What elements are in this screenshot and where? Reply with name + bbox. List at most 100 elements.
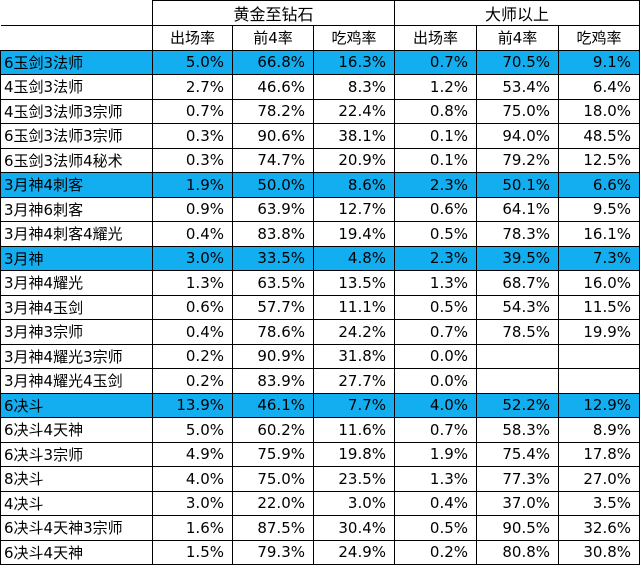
value-cell: 53.4%	[476, 74, 560, 100]
value-cell: 20.9%	[312, 147, 396, 173]
value-cell: 0.2%	[152, 368, 233, 394]
value-cell: 22.0%	[232, 490, 314, 516]
value-cell: 30.8%	[558, 539, 640, 565]
value-cell: 12.9%	[558, 392, 640, 418]
value-cell: 31.8%	[312, 343, 396, 369]
value-cell: 16.0%	[558, 270, 640, 296]
value-cell: 0.6%	[152, 294, 233, 320]
value-cell: 78.3%	[476, 221, 560, 247]
value-cell: 90.6%	[232, 123, 314, 149]
lineup-name-cell: 3月神4耀光	[0, 270, 153, 296]
value-cell: 13.9%	[152, 392, 233, 418]
value-cell: 80.8%	[476, 539, 560, 565]
value-cell: 52.2%	[476, 392, 560, 418]
value-cell: 0.1%	[394, 147, 478, 173]
value-cell: 90.9%	[232, 343, 314, 369]
table-row: 3月神 3.0% 33.5% 4.8% 2.3% 39.5% 7.3%	[0, 245, 640, 271]
value-cell: 0.4%	[394, 490, 478, 516]
header-group-gold-diamond: 黄金至钻石	[151, 0, 396, 26]
value-cell: 1.3%	[152, 270, 233, 296]
header-metric: 吃鸡率	[312, 25, 396, 51]
lineup-name-cell: 6决斗4天神	[0, 417, 153, 443]
value-cell: 11.1%	[312, 294, 396, 320]
value-cell: 9.5%	[558, 196, 640, 222]
value-cell: 0.1%	[394, 123, 478, 149]
value-cell: 4.8%	[312, 245, 396, 271]
value-cell: 75.9%	[232, 441, 314, 467]
value-cell: 90.5%	[476, 515, 560, 541]
header-corner-cell-2	[0, 25, 153, 51]
value-cell: 74.7%	[232, 147, 314, 173]
value-cell: 0.4%	[152, 221, 233, 247]
value-cell: 22.4%	[312, 98, 396, 124]
value-cell: 78.2%	[232, 98, 314, 124]
table-row: 6决斗4天神 5.0% 60.2% 11.6% 0.7% 58.3% 8.9%	[0, 417, 640, 443]
value-cell: 12.5%	[558, 147, 640, 173]
value-cell: 46.6%	[232, 74, 314, 100]
value-cell: 78.5%	[476, 319, 560, 345]
lineup-name-cell: 8决斗	[0, 466, 153, 492]
value-cell: 8.6%	[312, 172, 396, 198]
lineup-name-cell: 6决斗3宗师	[0, 441, 153, 467]
table-row: 3月神4耀光3宗师 0.2% 90.9% 31.8% 0.0%	[0, 343, 640, 369]
value-cell: 57.7%	[232, 294, 314, 320]
value-cell: 1.3%	[394, 466, 478, 492]
value-cell: 0.0%	[394, 368, 478, 394]
value-cell: 3.5%	[558, 490, 640, 516]
value-cell: 27.0%	[558, 466, 640, 492]
value-cell: 5.0%	[152, 417, 233, 443]
value-cell: 11.5%	[558, 294, 640, 320]
header-metric: 前4率	[476, 25, 560, 51]
value-cell: 0.7%	[152, 98, 233, 124]
table-row: 3月神4刺客4耀光 0.4% 83.8% 19.4% 0.5% 78.3% 16.1%	[0, 221, 640, 247]
value-cell: 46.1%	[232, 392, 314, 418]
header-metric: 出场率	[394, 25, 478, 51]
lineup-name-cell: 3月神4刺客4耀光	[0, 221, 153, 247]
value-cell: 6.6%	[558, 172, 640, 198]
header-metric: 吃鸡率	[558, 25, 640, 51]
lineup-name-cell: 3月神	[0, 245, 153, 271]
value-cell: 3.0%	[152, 245, 233, 271]
table-row: 6决斗4天神3宗师 1.6% 87.5% 30.4% 0.5% 90.5% 32.6%	[0, 515, 640, 541]
value-cell: 7.7%	[312, 392, 396, 418]
value-cell: 48.5%	[558, 123, 640, 149]
value-cell: 75.0%	[476, 98, 560, 124]
table-row: 6玉剑3法师4秘术 0.3% 74.7% 20.9% 0.1% 79.2% 12.5%	[0, 147, 640, 173]
value-cell: 0.7%	[394, 417, 478, 443]
value-cell: 77.3%	[476, 466, 560, 492]
value-cell: 83.9%	[232, 368, 314, 394]
stats-table: 黄金至钻石 大师以上 出场率 前4率 吃鸡率 出场率 前4率 吃鸡率 6玉剑3法…	[0, 0, 640, 565]
value-cell: 79.3%	[232, 539, 314, 565]
value-cell: 94.0%	[476, 123, 560, 149]
value-cell: 0.3%	[152, 123, 233, 149]
value-cell: 60.2%	[232, 417, 314, 443]
value-cell: 66.8%	[232, 49, 314, 75]
header-group-master-plus: 大师以上	[394, 0, 640, 26]
value-cell: 4.9%	[152, 441, 233, 467]
value-cell: 0.2%	[152, 343, 233, 369]
value-cell: 0.8%	[394, 98, 478, 124]
value-cell: 16.1%	[558, 221, 640, 247]
value-cell: 3.0%	[312, 490, 396, 516]
table-row: 4决斗 3.0% 22.0% 3.0% 0.4% 37.0% 3.5%	[0, 490, 640, 516]
value-cell	[476, 343, 560, 369]
header-row-metrics: 出场率 前4率 吃鸡率 出场率 前4率 吃鸡率	[0, 25, 640, 51]
lineup-name-cell: 6决斗4天神	[0, 539, 153, 565]
value-cell: 75.4%	[476, 441, 560, 467]
value-cell: 39.5%	[476, 245, 560, 271]
table-row: 3月神4刺客 1.9% 50.0% 8.6% 2.3% 50.1% 6.6%	[0, 172, 640, 198]
value-cell: 9.1%	[558, 49, 640, 75]
value-cell: 54.3%	[476, 294, 560, 320]
value-cell: 87.5%	[232, 515, 314, 541]
value-cell: 24.2%	[312, 319, 396, 345]
table-row: 6玉剑3法师3宗师 0.3% 90.6% 38.1% 0.1% 94.0% 48.5%	[0, 123, 640, 149]
value-cell: 1.9%	[394, 441, 478, 467]
lineup-name-cell: 3月神4刺客	[0, 172, 153, 198]
table-row: 3月神4耀光 1.3% 63.5% 13.5% 1.3% 68.7% 16.0%	[0, 270, 640, 296]
value-cell: 4.0%	[152, 466, 233, 492]
table-row: 3月神3宗师 0.4% 78.6% 24.2% 0.7% 78.5% 19.9%	[0, 319, 640, 345]
value-cell: 33.5%	[232, 245, 314, 271]
value-cell: 19.9%	[558, 319, 640, 345]
lineup-name-cell: 6决斗	[0, 392, 153, 418]
table-row: 3月神4耀光4玉剑 0.2% 83.9% 27.7% 0.0%	[0, 368, 640, 394]
